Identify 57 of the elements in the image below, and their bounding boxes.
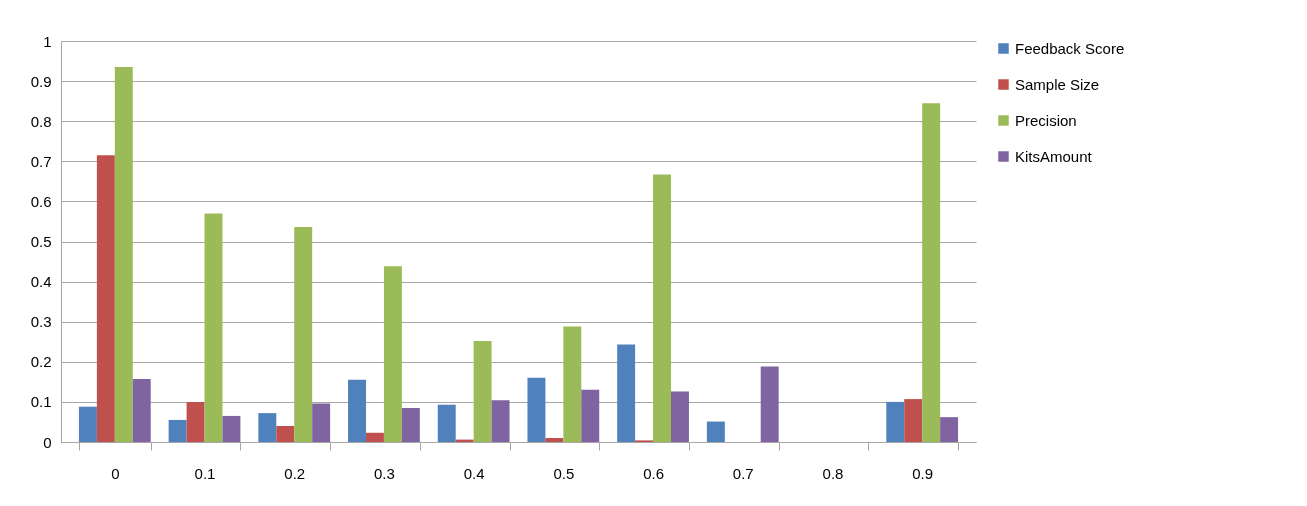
x-tick-label: 0.6 xyxy=(643,464,664,482)
bar xyxy=(886,401,905,442)
legend-label: Feedback Score xyxy=(1015,39,1125,57)
bar xyxy=(168,419,187,442)
bar xyxy=(671,391,689,442)
x-tick-label: 0.3 xyxy=(374,464,395,482)
bar xyxy=(653,174,671,442)
bar xyxy=(545,437,564,442)
bar xyxy=(204,213,223,442)
bar xyxy=(222,415,241,442)
x-tick-label: 0 xyxy=(111,464,120,482)
bar xyxy=(940,417,959,442)
y-tick-label: 0.4 xyxy=(30,273,52,291)
y-tick-label: 0.9 xyxy=(30,72,52,90)
bar xyxy=(617,344,636,442)
x-tick-label: 0.5 xyxy=(553,464,575,482)
legend-label: Precision xyxy=(1015,111,1077,129)
x-tick-label: 0.4 xyxy=(463,464,485,482)
y-tick-label: 1 xyxy=(43,32,52,50)
bar xyxy=(437,404,456,442)
y-tick-label: 0.2 xyxy=(30,353,52,371)
legend-label: Sample Size xyxy=(1015,75,1100,93)
x-tick-label: 0.8 xyxy=(822,464,844,482)
x-tick-label: 0.9 xyxy=(912,464,934,482)
y-tick-label: 0.5 xyxy=(30,233,52,250)
y-tick-label: 0.8 xyxy=(30,112,52,130)
bar xyxy=(276,425,295,442)
bar xyxy=(491,400,510,442)
bar xyxy=(186,401,205,442)
x-tick-label: 0.1 xyxy=(194,464,216,482)
legend-label: KitsAmount xyxy=(1015,147,1093,165)
bar xyxy=(294,227,313,442)
bar xyxy=(312,403,331,442)
bar xyxy=(96,155,115,442)
bar xyxy=(473,340,492,442)
bar xyxy=(401,407,420,442)
bar xyxy=(706,421,725,442)
bar xyxy=(348,379,366,442)
y-tick-label: 0.6 xyxy=(30,192,52,210)
x-tick-label: 0.2 xyxy=(284,464,306,482)
bar xyxy=(383,266,402,442)
x-tick-label: 0.7 xyxy=(732,464,754,482)
bar xyxy=(760,366,779,442)
y-tick-label: 0.7 xyxy=(30,152,52,170)
y-tick-label: 0.1 xyxy=(30,393,52,411)
bar xyxy=(366,432,384,442)
bar xyxy=(258,413,277,442)
bar xyxy=(132,379,151,442)
bar xyxy=(581,389,600,442)
bar xyxy=(78,406,97,442)
bar xyxy=(922,103,941,442)
bar xyxy=(904,399,923,442)
bar xyxy=(527,377,546,442)
bar xyxy=(563,326,582,442)
y-tick-label: 0 xyxy=(43,433,52,451)
y-tick-label: 0.3 xyxy=(30,313,52,331)
bar xyxy=(114,67,133,442)
